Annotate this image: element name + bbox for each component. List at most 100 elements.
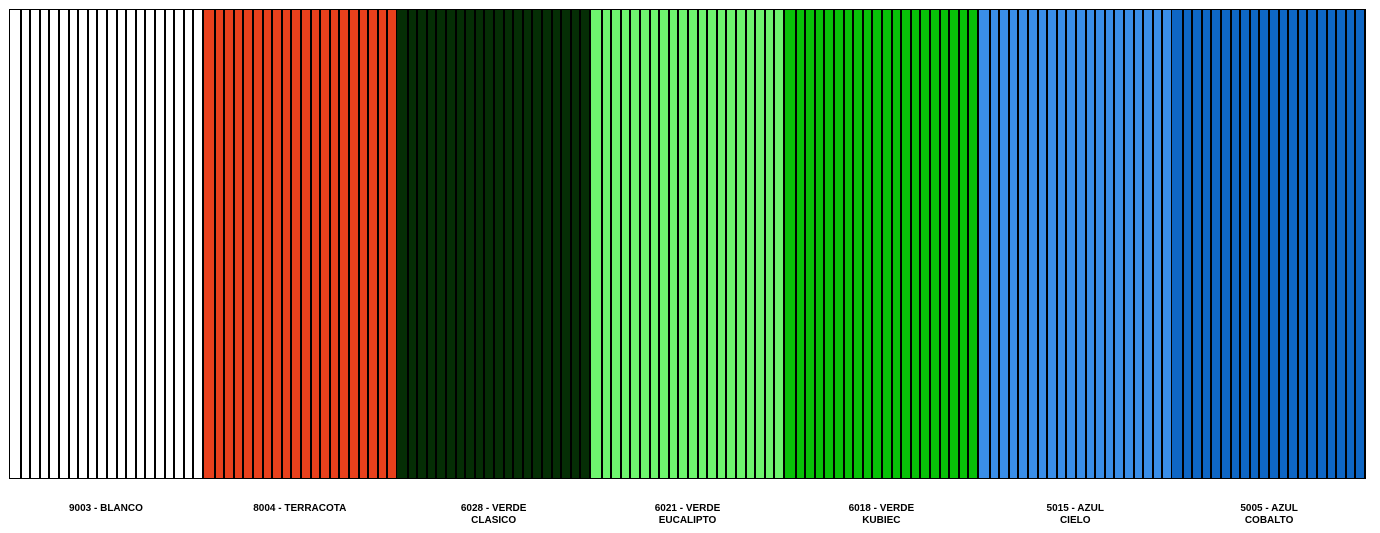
slat-line [135,10,137,478]
slat-line [503,10,506,478]
slat-line [560,10,563,478]
slat-line [474,10,477,478]
slat-line [639,10,642,478]
slat-line [988,10,991,478]
slat-line [455,10,458,478]
slat-line [232,10,235,478]
slat-line [687,10,690,478]
slat-line [77,10,79,478]
slat-line [1258,10,1261,478]
slat-line [202,10,203,478]
swatch-azul-cielo [978,10,1173,478]
slat-line [813,10,816,478]
slat-line [483,10,486,478]
swatch-label-verde-clasico: 6028 - VERDE CLASICO [460,503,527,526]
slat-line [337,10,340,478]
slat-line [668,10,671,478]
slat-line [385,10,388,478]
slat-line [280,10,283,478]
swatch-verde-kubiec [784,10,979,478]
slat-line [1084,10,1087,478]
slat-line [39,10,41,478]
slat-line [309,10,312,478]
slat-line [601,10,604,478]
slat-line [154,10,156,478]
slat-line [880,10,883,478]
slat-line [938,10,941,478]
slat-line [512,10,515,478]
slat-line [861,10,864,478]
slat-line [976,10,978,478]
slat-line [966,10,969,478]
slat-line [579,10,582,478]
slat-line [947,10,950,478]
slat-line [435,10,438,478]
swatch-label-blanco: 9003 - BLANCO [68,503,143,514]
slat-line [1278,10,1281,478]
slat-line [1210,10,1213,478]
slat-line [164,10,166,478]
swatch-label-verde-eucalipto: 6021 - VERDE EUCALIPTO [654,503,721,526]
slat-line [551,10,554,478]
slat-line [213,10,216,478]
slat-line [754,10,757,478]
slat-line [783,10,784,478]
slat-line [1026,10,1029,478]
slat-line [1036,10,1039,478]
slat-line [241,10,244,478]
slat-line [376,10,379,478]
slat-line [222,10,225,478]
slat-line [1103,10,1106,478]
slat-line [445,10,448,478]
slat-line [909,10,912,478]
slat-line [745,10,748,478]
slat-line [570,10,573,478]
swatch-label-terracota: 8004 - TERRACOTA [253,503,347,514]
slat-line [493,10,496,478]
slat-line [29,10,31,478]
slat-line [735,10,738,478]
slat-line [832,10,835,478]
swatch-label-verde-kubiec: 6018 - VERDE KUBIEC [848,503,915,526]
slat-line [716,10,719,478]
slat-line [928,10,931,478]
slat-line [251,10,254,478]
slat-line [192,10,194,478]
swatch-verde-eucalipto [591,10,785,478]
slat-line [183,10,185,478]
slat-line [407,10,410,478]
slat-line [1354,10,1357,478]
slat-line [1191,10,1194,478]
slat-line [366,10,369,478]
slat-line [589,10,591,478]
slat-line [1306,10,1309,478]
slat-line [541,10,544,478]
slat-line [822,10,825,478]
slat-line [1316,10,1319,478]
slat-line [1093,10,1096,478]
slat-line [1016,10,1019,478]
slat-line [1141,10,1144,478]
slat-line [677,10,680,478]
slat-line [87,10,89,478]
slat-line [357,10,360,478]
slat-line [106,10,108,478]
slat-line [918,10,921,478]
slat-line [1055,10,1058,478]
slat-line [1132,10,1135,478]
slat-line [1170,10,1172,478]
slat-line [957,10,960,478]
slat-line [328,10,331,478]
slat-line [610,10,613,478]
slat-line [1182,10,1185,478]
slat-line [658,10,661,478]
slat-line [116,10,118,478]
slat-line [1064,10,1067,478]
slat-line [144,10,146,478]
slat-line [1074,10,1077,478]
slat-line [764,10,767,478]
slat-line [851,10,854,478]
swatch-label-azul-cielo: 5015 - AZUL CIELO [1046,503,1104,526]
swatch-label-azul-cobalto: 5005 - AZUL COBALTO [1240,503,1298,526]
slat-line [1112,10,1115,478]
